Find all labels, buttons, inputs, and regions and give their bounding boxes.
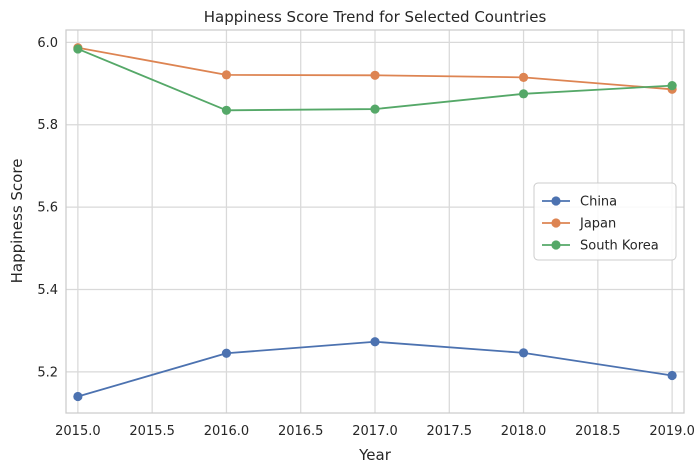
x-tick-label: 2017.0 (352, 424, 398, 439)
y-tick-label: 5.6 (37, 201, 58, 216)
x-tick-label: 2018.0 (501, 424, 547, 439)
legend-item-china: China (542, 195, 617, 210)
data-point-japan (370, 70, 380, 80)
series-china (73, 337, 677, 402)
x-tick-label: 2019.0 (649, 424, 695, 439)
legend-marker (551, 218, 561, 228)
legend-items: China Japan South Korea (542, 195, 659, 254)
data-point-china (518, 348, 529, 358)
y-tick-label: 6.0 (37, 36, 58, 51)
legend: China Japan South Korea (533, 182, 677, 261)
data-point-china (73, 391, 83, 402)
x-tick-labels: 2015.0 2015.5 2016.0 2016.5 2017.0 2017.5 2018… (55, 424, 695, 439)
y-axis-label: Happiness Score (8, 159, 26, 284)
data-point-south-korea (370, 104, 380, 114)
data-point-china (370, 337, 380, 347)
legend-marker (551, 196, 561, 206)
data-point-japan (221, 70, 232, 80)
legend-label: South Korea (580, 239, 659, 254)
plot-frame (65, 29, 685, 414)
y-tick-labels: 5.2 5.4 5.6 5.8 6.0 (37, 36, 58, 380)
x-tick-label: 2016.5 (278, 424, 324, 439)
legend-marker (551, 240, 561, 250)
y-tick-label: 5.2 (37, 365, 58, 380)
data-point-south-korea (518, 89, 529, 99)
x-axis-label: Year (358, 446, 392, 464)
legend-box (533, 182, 677, 261)
legend-item-south-korea: South Korea (542, 239, 659, 254)
x-tick-label: 2017.5 (427, 424, 473, 439)
x-tick-label: 2015.5 (129, 424, 175, 439)
chart-title: Happiness Score Trend for Selected Count… (204, 8, 547, 26)
data-point-china (667, 370, 677, 381)
data-point-south-korea (73, 44, 83, 54)
legend-label: China (580, 195, 617, 210)
data-point-south-korea (667, 80, 677, 91)
x-tick-label: 2015.0 (55, 424, 101, 439)
legend-item-japan: Japan (542, 217, 616, 232)
x-tick-label: 2018.5 (575, 424, 621, 439)
x-tick-label: 2016.0 (204, 424, 250, 439)
series-south-korea (73, 44, 677, 115)
y-tick-label: 5.4 (37, 283, 58, 298)
data-point-china (221, 348, 232, 358)
series-lines (73, 43, 677, 402)
y-tick-label: 5.8 (37, 118, 58, 133)
data-point-japan (518, 72, 529, 82)
data-point-south-korea (221, 105, 232, 115)
legend-label: Japan (579, 217, 616, 232)
